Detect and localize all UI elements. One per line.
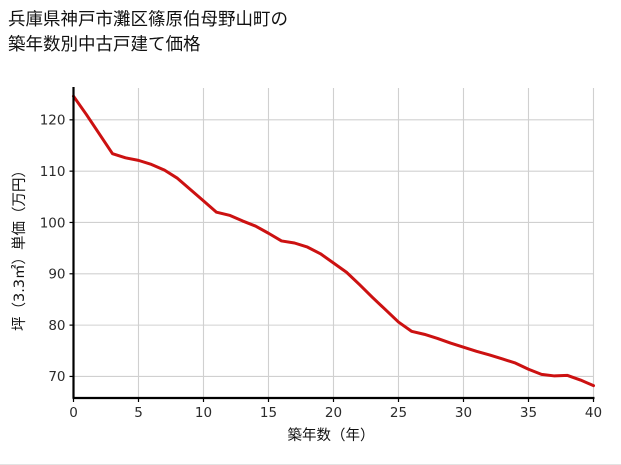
data-series-line: [72, 94, 595, 388]
x-tick-label: 20: [325, 405, 342, 421]
y-tick-label: 90: [48, 267, 65, 283]
y-tick-label: 100: [40, 215, 66, 231]
x-axis-title: 築年数（年）: [288, 426, 375, 444]
x-tick-label: 0: [69, 405, 78, 421]
gridlines: [73, 88, 595, 398]
x-tick-label: 10: [195, 405, 212, 421]
x-tick-label: 40: [585, 405, 602, 421]
y-tick-label: 80: [48, 318, 65, 334]
y-axis-title: 坪（3.3㎡）単価（万円）: [11, 163, 28, 331]
y-tick-label: 70: [48, 369, 65, 385]
y-tick-label: 110: [40, 164, 66, 180]
y-axis-tick-labels: 70 80 90 100 110 120: [40, 113, 66, 386]
x-tick-label: 30: [455, 405, 472, 421]
axis-ticks: [69, 119, 595, 402]
x-tick-label: 5: [134, 405, 143, 421]
x-tick-label: 35: [520, 405, 537, 421]
y-tick-label: 120: [40, 113, 66, 129]
chart-title: 兵庫県神戸市灘区篠原伯母野山町の 築年数別中古戸建て価格: [8, 10, 288, 55]
x-tick-label: 15: [260, 405, 277, 421]
x-axis-tick-labels: 0 5 10 15 20 25 30 35 40: [69, 405, 602, 421]
x-tick-label: 25: [390, 405, 407, 421]
